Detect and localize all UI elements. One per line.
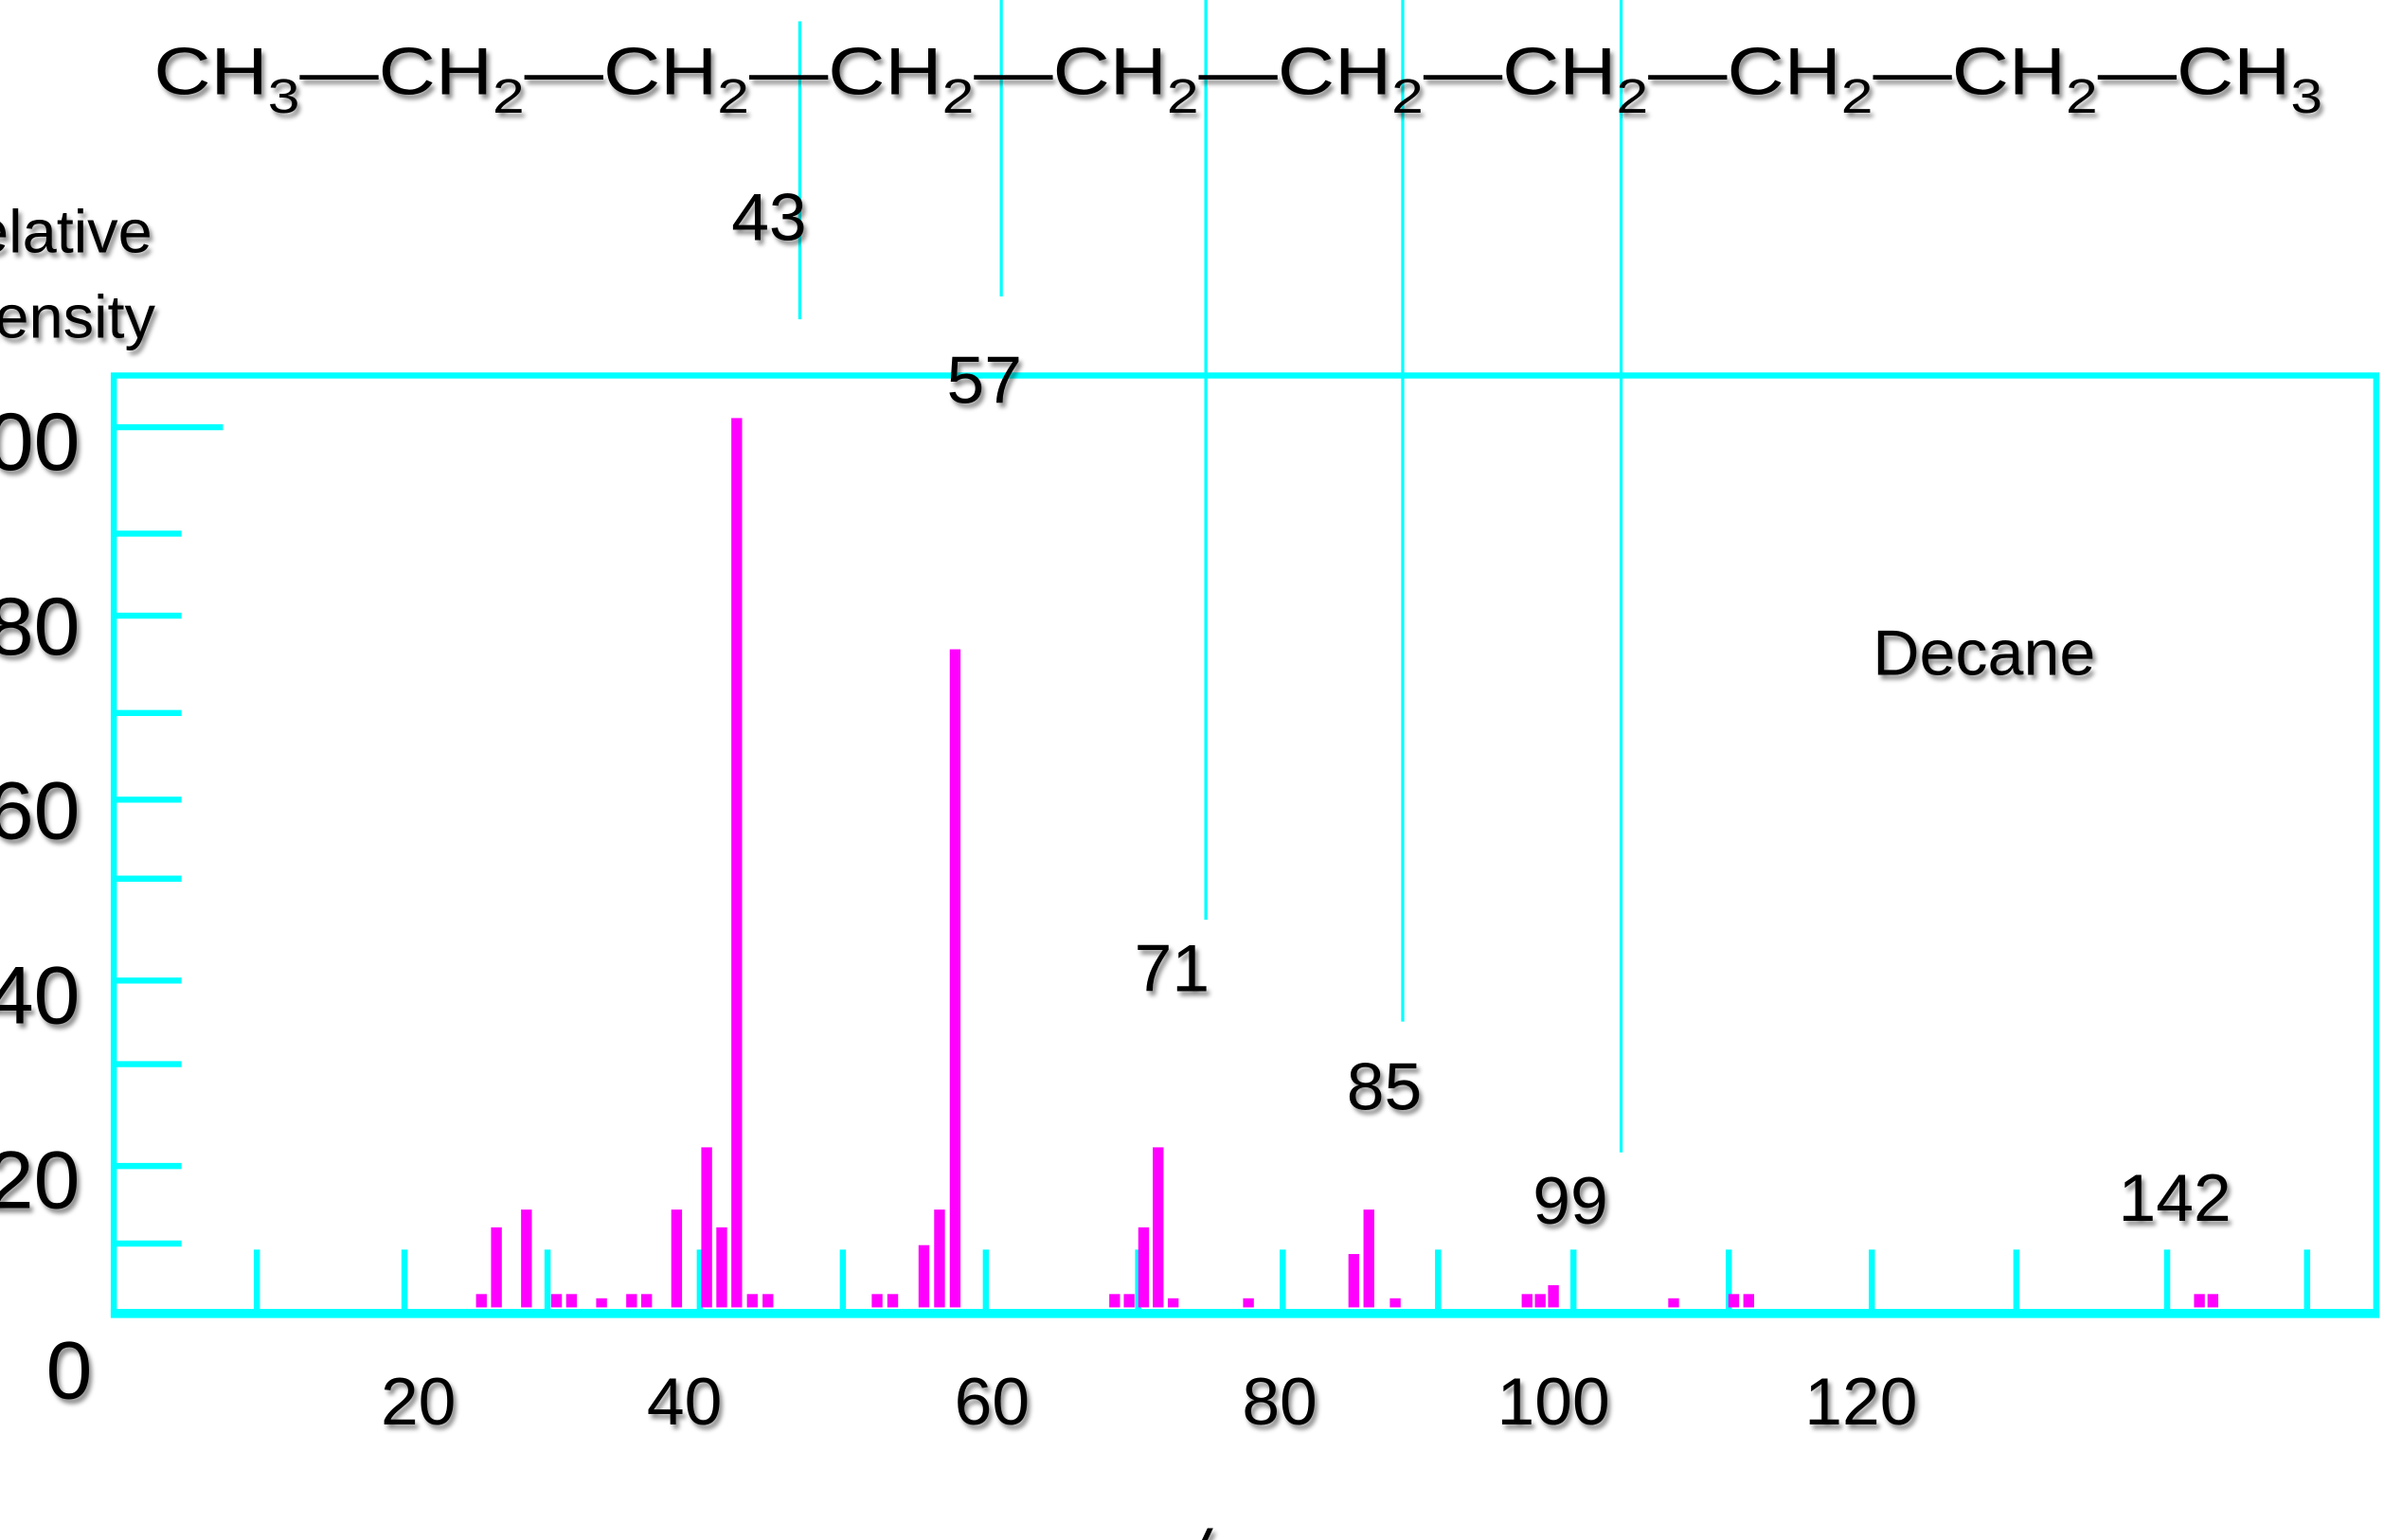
peak-label-43: 43 [731, 181, 806, 256]
peak-bar-84 [1348, 1254, 1360, 1308]
peak-label-99: 99 [1533, 1164, 1607, 1239]
formula-subscript: 2 [1167, 68, 1199, 123]
formula-subscript: 3 [2290, 68, 2322, 123]
formula-subscript: 2 [2066, 68, 2098, 123]
peak-bar-70 [1138, 1227, 1150, 1308]
fragmentation-lines [798, 0, 1623, 1153]
peak-bar-97 [1521, 1294, 1533, 1308]
x-tick-labels: 20 40 60 80 100 120 [381, 1365, 1918, 1440]
y-tick-label: 20 [0, 1135, 80, 1226]
peak-bar-56 [934, 1209, 945, 1308]
peak-bar-45 [762, 1294, 774, 1308]
peak-bar-142 [2194, 1294, 2205, 1308]
formula-subscript: 2 [493, 68, 525, 123]
formula-group: —CH [749, 35, 942, 110]
x-tick-label: 60 [955, 1365, 1030, 1440]
formula-group: —CH [1199, 35, 1392, 110]
x-tick-label: 80 [1242, 1365, 1317, 1440]
formula-subscript: 2 [717, 68, 749, 123]
peak-bar-69 [1123, 1294, 1135, 1308]
formula-subscript: 2 [1391, 68, 1424, 123]
formula-group: —CH [974, 35, 1167, 110]
peak-label-85: 85 [1347, 1050, 1422, 1125]
axis-ticks [114, 423, 2311, 1314]
peak-bar-55 [918, 1245, 930, 1308]
peak-bar-27 [491, 1227, 502, 1308]
peak-bar-143 [2207, 1294, 2219, 1308]
peak-bar-52 [871, 1294, 883, 1308]
peak-bar-85 [1363, 1209, 1374, 1308]
formula-group: —CH [1648, 35, 1841, 110]
formula-group: —CH [525, 35, 718, 110]
peak-bar-41 [701, 1147, 712, 1308]
peak-bar-34 [596, 1298, 607, 1308]
formula-subscript: 3 [268, 68, 300, 123]
peak-bar-42 [716, 1227, 727, 1308]
peak-annotations: 43 57 71 85 99 142 [731, 181, 2232, 1239]
peak-bar-68 [1109, 1294, 1120, 1308]
peak-label-71: 71 [1135, 932, 1210, 1007]
y-axis-label: Relative Intensity [0, 198, 156, 350]
formula-group: —CH [1424, 35, 1617, 110]
formula-group: CH [153, 35, 267, 110]
peak-bar-36 [626, 1294, 637, 1308]
peaks [475, 418, 2219, 1308]
peak-bar-37 [641, 1294, 653, 1308]
formula-subscript: 2 [1616, 68, 1648, 123]
peak-bar-39 [671, 1209, 683, 1308]
y-label-line-2: Intensity [0, 283, 156, 351]
formula-group: —CH [2098, 35, 2291, 110]
peak-bar-98 [1534, 1294, 1546, 1308]
peak-bar-32 [565, 1294, 578, 1308]
peak-label-142: 142 [2119, 1161, 2232, 1236]
x-tick-label: 40 [647, 1365, 722, 1440]
y-tick-label: 100 [0, 396, 80, 487]
peak-bar-71 [1153, 1147, 1164, 1308]
peak-bar-53 [887, 1294, 899, 1308]
peak-bar-44 [746, 1294, 758, 1308]
peak-bar-26 [475, 1294, 487, 1308]
peak-bar-111 [1728, 1294, 1740, 1308]
peak-bar-57 [949, 649, 961, 1308]
x-tick-label: 100 [1497, 1365, 1610, 1440]
peak-bar-87 [1389, 1298, 1401, 1308]
x-tick-label: 120 [1804, 1365, 1917, 1440]
x-axis-label: m/z [1125, 1516, 1245, 1540]
compound-name: Decane [1873, 618, 2095, 689]
peak-bar-107 [1668, 1298, 1679, 1308]
y-tick-label: 0 [46, 1325, 93, 1416]
peak-bar-31 [550, 1294, 563, 1308]
y-tick-labels: 0 20 40 60 80 100 [0, 396, 92, 1416]
x-tick-label: 20 [381, 1365, 456, 1440]
plot-frame [110, 372, 2380, 1317]
y-tick-label: 40 [0, 950, 80, 1041]
peak-bar-43 [731, 418, 743, 1308]
decane-formula: CH 3 —CH 2 —CH 2 —CH 2 —CH 2 —CH 2 —CH 2 —CH 2 —CH 2 —CH 3 [153, 35, 2322, 123]
peak-bar-99 [1548, 1284, 1559, 1308]
formula-subscript: 2 [1841, 68, 1873, 123]
peak-bar-29 [521, 1209, 532, 1308]
formula-subscript: 2 [942, 68, 975, 123]
y-tick-label: 80 [0, 581, 80, 672]
y-tick-label: 60 [0, 765, 80, 856]
peak-bar-112 [1743, 1294, 1754, 1308]
peak-bar-72 [1167, 1298, 1179, 1308]
y-label-line-1: Relative [0, 198, 152, 266]
formula-group: —CH [299, 35, 493, 110]
peak-bar-77 [1243, 1298, 1254, 1308]
peak-label-57: 57 [947, 344, 1022, 419]
formula-group: —CH [1873, 35, 2066, 110]
